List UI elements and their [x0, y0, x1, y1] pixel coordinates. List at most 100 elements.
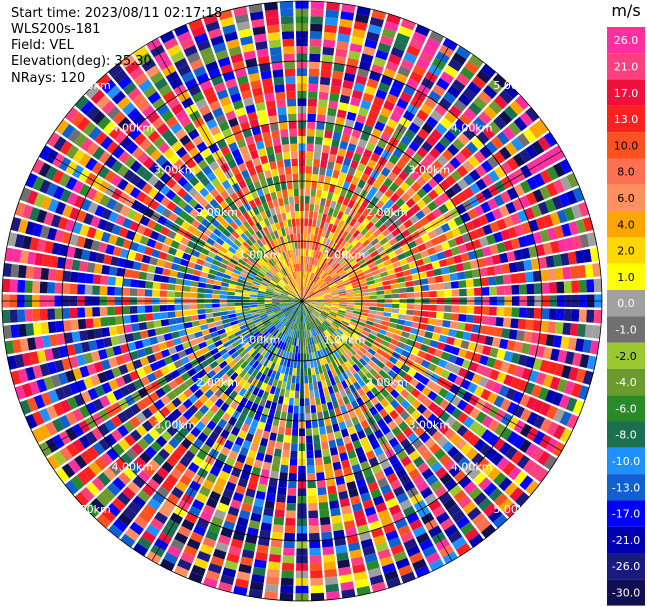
- velocity-gate: [308, 517, 319, 526]
- velocity-gate: [307, 271, 311, 280]
- nrays-label: NRays: 120: [11, 71, 86, 86]
- velocity-gate: [483, 503, 498, 517]
- velocity-gate: [455, 515, 471, 530]
- velocity-gate: [46, 132, 61, 148]
- velocity-gate: [279, 303, 288, 306]
- velocity-gate: [54, 387, 67, 401]
- velocity-gate: [66, 396, 79, 410]
- start-time-label: Start time: 2023/08/11 02:17:18: [11, 6, 223, 21]
- velocity-gate: [353, 509, 366, 520]
- velocity-gate: [106, 105, 121, 120]
- velocity-gate: [381, 28, 397, 40]
- velocity-gate: [300, 278, 302, 287]
- velocity-gate: [114, 306, 123, 315]
- velocity-gate: [546, 421, 559, 436]
- velocity-gate: [432, 505, 446, 518]
- velocity-gate: [406, 292, 415, 298]
- velocity-gate: [287, 296, 295, 300]
- velocity-gate: [475, 227, 486, 238]
- velocity-gate: [268, 478, 278, 487]
- velocity-gate: [410, 347, 420, 356]
- velocity-gate: [370, 377, 380, 387]
- velocity-gate: [308, 272, 312, 280]
- velocity-gate: [280, 365, 286, 374]
- velocity-gate: [435, 312, 445, 320]
- velocity-gate: [240, 556, 254, 567]
- velocity-gate: [373, 277, 383, 284]
- velocity-gate: [197, 309, 206, 315]
- velocity-gate: [264, 9, 279, 19]
- velocity-gate: [303, 286, 305, 294]
- velocity-gate: [491, 208, 503, 220]
- velocity-gate: [345, 286, 353, 291]
- colorbar-tick-label: -30.0: [612, 586, 640, 599]
- velocity-gate: [127, 501, 142, 515]
- velocity-gate: [259, 313, 268, 319]
- velocity-gate: [289, 281, 295, 289]
- velocity-gate: [413, 456, 425, 468]
- velocity-gate: [356, 272, 365, 278]
- velocity-gate: [161, 383, 172, 394]
- velocity-gate: [449, 433, 462, 445]
- velocity-gate: [347, 425, 357, 436]
- velocity-gate: [331, 303, 340, 306]
- range-label: 4.00km: [112, 461, 154, 474]
- velocity-gate: [331, 233, 338, 242]
- velocity-gate: [340, 164, 350, 174]
- velocity-gate: [475, 411, 487, 424]
- velocity-gate: [224, 31, 238, 42]
- velocity-gate: [245, 400, 254, 410]
- velocity-gate: [569, 323, 579, 337]
- velocity-gate: [330, 323, 338, 331]
- velocity-gate: [433, 268, 443, 276]
- velocity-gate: [331, 301, 340, 304]
- velocity-gate: [293, 264, 297, 272]
- velocity-gate: [279, 388, 286, 397]
- velocity-gate: [239, 349, 248, 358]
- velocity-gate: [269, 46, 282, 56]
- velocity-gate: [286, 412, 293, 421]
- velocity-gate: [267, 485, 277, 495]
- velocity-gate: [304, 307, 309, 315]
- velocity-gate: [153, 369, 164, 380]
- velocity-gate: [124, 434, 137, 447]
- velocity-gate: [308, 218, 313, 227]
- velocity-gate: [512, 153, 526, 167]
- velocity-gate: [417, 243, 427, 252]
- velocity-gate: [296, 295, 302, 301]
- velocity-gate: [378, 328, 387, 336]
- velocity-gate: [424, 96, 438, 109]
- velocity-gate: [556, 209, 568, 224]
- velocity-gate: [455, 45, 471, 60]
- velocity-gate: [345, 418, 354, 429]
- velocity-gate: [245, 345, 253, 353]
- velocity-gate: [310, 570, 323, 579]
- velocity-gate: [427, 229, 438, 240]
- velocity-gate: [126, 382, 137, 394]
- velocity-gate: [267, 200, 274, 209]
- velocity-gate: [566, 172, 579, 188]
- velocity-gate: [353, 470, 364, 481]
- velocity-gate: [56, 333, 66, 346]
- velocity-gate: [283, 358, 288, 367]
- velocity-gate: [183, 45, 198, 57]
- velocity-gate: [39, 225, 51, 239]
- velocity-gate: [124, 60, 140, 75]
- velocity-gate: [303, 323, 306, 331]
- velocity-gate: [510, 352, 521, 365]
- colorbar-bin: [607, 316, 645, 343]
- velocity-gate: [182, 310, 191, 317]
- velocity-gate: [347, 166, 357, 177]
- velocity-gate: [341, 230, 349, 240]
- velocity-gate: [213, 280, 222, 286]
- velocity-gate: [310, 282, 316, 290]
- velocity-gate: [183, 204, 194, 214]
- velocity-gate: [289, 291, 297, 297]
- velocity-gate: [233, 131, 244, 142]
- velocity-gate: [560, 336, 570, 350]
- field-label: Field: VEL: [11, 38, 74, 53]
- velocity-gate: [180, 551, 195, 564]
- velocity-gate: [407, 224, 417, 234]
- velocity-gate: [305, 288, 311, 295]
- velocity-gate: [240, 35, 254, 46]
